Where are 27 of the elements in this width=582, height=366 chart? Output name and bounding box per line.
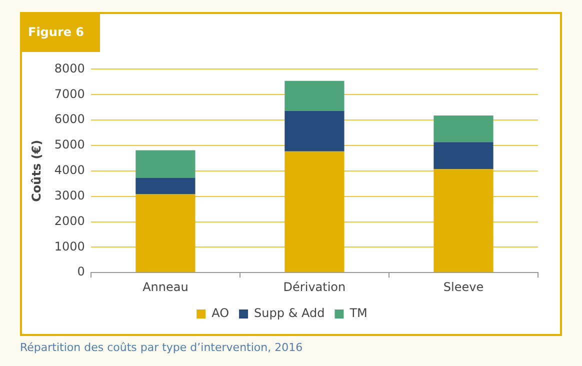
y-tick-label: 4000 bbox=[54, 163, 85, 178]
bar bbox=[136, 194, 196, 272]
bar bbox=[284, 151, 344, 272]
y-tick-label: 0 bbox=[77, 264, 85, 279]
bar bbox=[284, 80, 344, 111]
bar bbox=[434, 115, 494, 142]
y-tick-label: 3000 bbox=[54, 188, 85, 202]
y-tick-label: 5000 bbox=[54, 138, 85, 152]
text: Répartition des coûts par type d’intervention, 2016 bbox=[20, 341, 303, 354]
x-tick-label: Dérivation bbox=[283, 280, 346, 294]
bar bbox=[136, 150, 196, 178]
y-tick-label: 1000 bbox=[54, 239, 85, 254]
y-tick-label: 8000 bbox=[54, 61, 85, 76]
legend-label: Supp & Add bbox=[254, 306, 325, 320]
bar bbox=[136, 178, 196, 194]
bar bbox=[434, 169, 494, 272]
y-axis-title: Coûts (€) bbox=[29, 140, 44, 202]
y-tick-label: 7000 bbox=[54, 86, 85, 101]
chart-title: Figure 6 bbox=[20, 12, 100, 52]
y-tick-label: 6000 bbox=[54, 112, 85, 126]
y-tick-label: 2000 bbox=[54, 214, 85, 228]
x-tick-label: Sleeve bbox=[443, 280, 484, 294]
x-tick-label: Anneau bbox=[142, 280, 188, 294]
bar bbox=[434, 142, 494, 170]
legend-label: TM bbox=[348, 306, 368, 320]
legend-label: AO bbox=[212, 306, 230, 320]
bar bbox=[284, 110, 344, 152]
